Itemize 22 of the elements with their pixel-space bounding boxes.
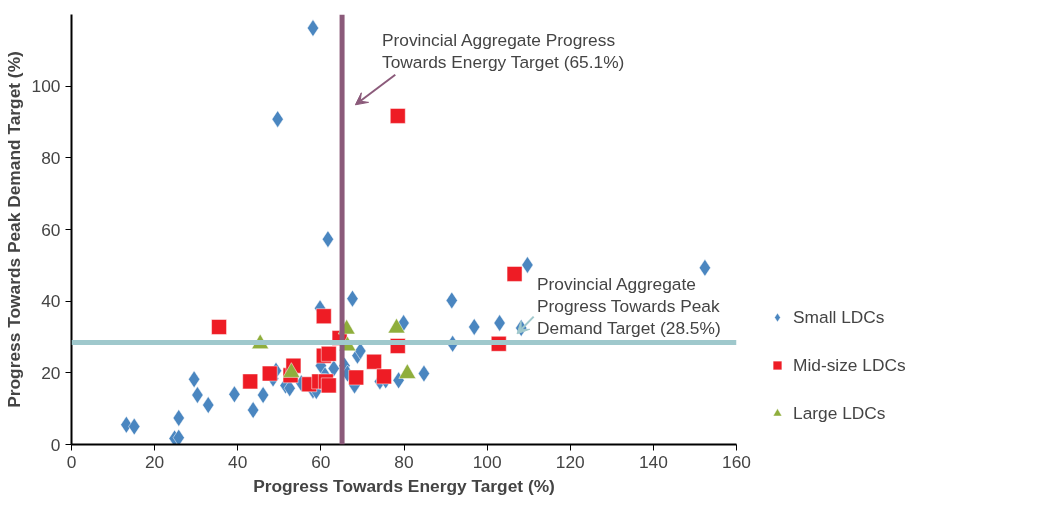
y-tick-label: 20 bbox=[41, 362, 61, 383]
x-tick-label: 100 bbox=[472, 451, 502, 472]
legend-label: Small LDCs bbox=[793, 306, 885, 328]
x-tick-label: 60 bbox=[311, 451, 331, 472]
ref-line-label: Provincial Aggregate Progress Towards Peak Demand Target (28.5%) bbox=[537, 273, 721, 338]
x-tick-label: 160 bbox=[722, 451, 751, 472]
x-tick-label: 120 bbox=[555, 451, 585, 472]
y-tick-label: 40 bbox=[41, 291, 61, 312]
y-axis-title: Progress Towards Peak Demand Target (%) bbox=[3, 51, 24, 408]
x-tick-label: 20 bbox=[144, 451, 165, 472]
x-tick-label: 80 bbox=[394, 451, 414, 472]
y-tick-label: 0 bbox=[50, 434, 61, 455]
legend-label: Large LDCs bbox=[793, 402, 886, 424]
x-axis-title: Progress Towards Energy Target (%) bbox=[253, 475, 555, 496]
y-tick-label: 60 bbox=[41, 219, 61, 240]
y-tick-label: 80 bbox=[41, 147, 61, 168]
ref-line-label: Provincial Aggregate Progress Towards Energy Target (65.1%) bbox=[381, 29, 625, 72]
x-tick-label: 40 bbox=[228, 451, 248, 472]
legend-label: Mid-size LDCs bbox=[793, 354, 906, 376]
x-tick-label: 140 bbox=[638, 451, 668, 472]
x-tick-label: 0 bbox=[66, 451, 77, 472]
y-tick-label: 100 bbox=[31, 76, 61, 97]
